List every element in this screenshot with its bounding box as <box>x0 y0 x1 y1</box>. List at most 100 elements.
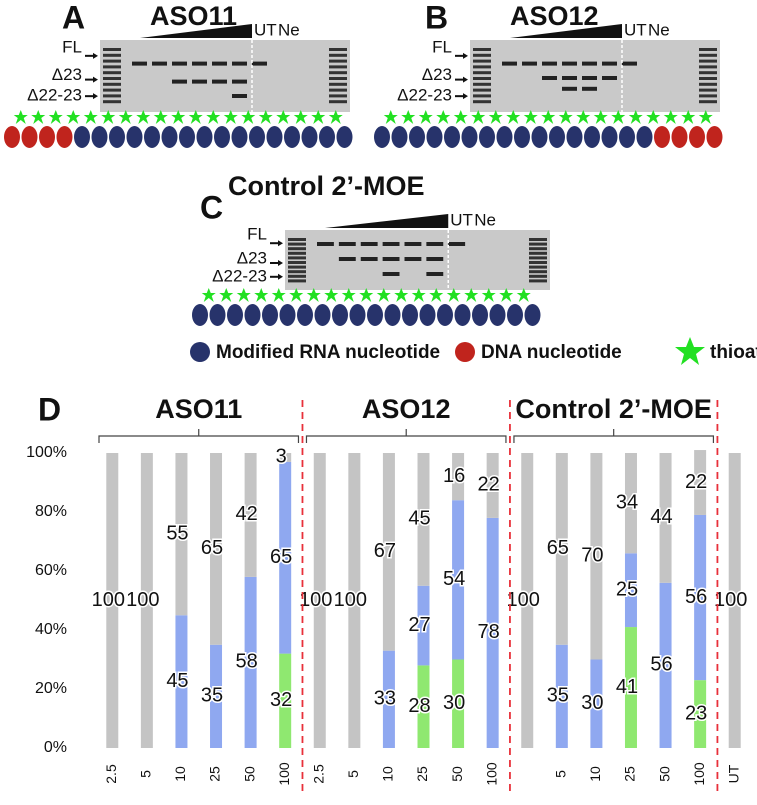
data-label: 100 <box>334 589 367 611</box>
thioate <box>31 110 46 124</box>
gel-band <box>232 79 247 84</box>
bar-segment <box>555 644 568 748</box>
bar-segment <box>590 453 603 660</box>
nucleotide <box>336 126 353 148</box>
nucleotide <box>619 126 635 148</box>
nucleotide <box>214 126 230 148</box>
nucleotide <box>284 126 300 148</box>
y-tick-label: 20% <box>35 680 67 697</box>
gel-band <box>426 272 444 276</box>
thioate <box>681 110 696 124</box>
ladder-band <box>529 274 547 278</box>
gel-band <box>562 61 577 66</box>
thioate <box>471 110 486 124</box>
bar-segment <box>694 680 707 748</box>
lane-label: UT <box>254 20 277 39</box>
ladder-band <box>329 88 347 92</box>
ladder-band <box>699 100 717 104</box>
thioate <box>429 288 444 302</box>
gel-band <box>562 76 577 80</box>
data-label: 65 <box>201 537 223 559</box>
ladder-band <box>699 82 717 86</box>
band-arrow-head <box>278 260 283 266</box>
thioate <box>289 288 304 302</box>
data-label: 58 <box>235 651 257 673</box>
nucleotide <box>524 304 541 326</box>
gel-band <box>232 94 247 98</box>
nucleotide <box>391 126 408 148</box>
bar-segment <box>555 453 568 645</box>
ladder-band <box>699 65 717 69</box>
ladder-band <box>103 53 121 57</box>
gel-title: ASO12 <box>510 1 599 31</box>
ladder-band <box>288 247 306 251</box>
band-label: FL <box>247 225 267 244</box>
nucleotide <box>4 126 20 148</box>
panel-label: C <box>200 189 223 225</box>
gel-band <box>338 242 356 246</box>
nucleotide <box>549 126 565 148</box>
gel-band <box>132 61 147 66</box>
data-label: 30 <box>443 692 465 714</box>
data-label: 100 <box>92 589 125 611</box>
data-label: 30 <box>581 692 603 714</box>
gel-band <box>382 242 400 246</box>
thioate <box>453 110 468 124</box>
thioate <box>328 110 343 124</box>
ladder-band <box>103 71 121 75</box>
nucleotide <box>349 304 366 326</box>
panel-label: B <box>425 0 448 35</box>
data-label: 28 <box>408 695 430 717</box>
thioate <box>611 110 626 124</box>
gel-band <box>252 61 267 66</box>
nucleotide <box>444 126 460 148</box>
panel-label: A <box>62 0 85 35</box>
ladder-band <box>329 48 347 51</box>
thioate <box>663 110 678 124</box>
gel-band <box>212 61 227 66</box>
ladder-band <box>329 77 347 80</box>
nucleotide <box>419 304 436 326</box>
bar-segment <box>417 665 430 748</box>
nucleotide <box>209 304 226 326</box>
thioate <box>118 110 133 124</box>
ladder-band <box>473 77 491 80</box>
bar-segment <box>417 585 430 666</box>
y-tick-label: 60% <box>35 562 67 579</box>
data-label: 44 <box>650 506 672 528</box>
thioate <box>481 288 496 302</box>
nucleotide <box>297 304 313 326</box>
band-label: Δ22-23 <box>397 86 452 105</box>
gel-band <box>542 76 557 80</box>
gel-band <box>582 61 597 66</box>
bar-segment <box>694 450 707 515</box>
bar-segment <box>382 650 395 748</box>
band-arrow-head <box>93 76 98 83</box>
data-label: 67 <box>374 540 396 562</box>
nucleotide <box>161 126 178 148</box>
ladder-band <box>103 48 121 51</box>
data-label: 56 <box>685 586 707 608</box>
x-tick-label: 2.5 <box>103 764 119 784</box>
nucleotide <box>231 126 248 148</box>
data-label: 65 <box>270 546 292 568</box>
thioate <box>523 110 538 124</box>
thioate <box>48 110 63 124</box>
x-tick-label: 10 <box>380 766 396 782</box>
data-label: 42 <box>235 503 257 525</box>
thioate <box>436 110 451 124</box>
ladder-band <box>699 48 717 51</box>
thioate <box>236 288 251 302</box>
bar-segment <box>313 453 326 748</box>
ladder-band <box>529 247 547 251</box>
nucleotide <box>56 126 73 148</box>
ladder-band <box>529 279 547 283</box>
data-label: 65 <box>547 537 569 559</box>
nucleotide <box>437 304 453 326</box>
thioate <box>558 110 573 124</box>
band-arrow-head <box>93 93 98 100</box>
band-label: Δ23 <box>422 65 452 84</box>
nucleotide <box>489 304 506 326</box>
nucleotide <box>636 126 653 148</box>
